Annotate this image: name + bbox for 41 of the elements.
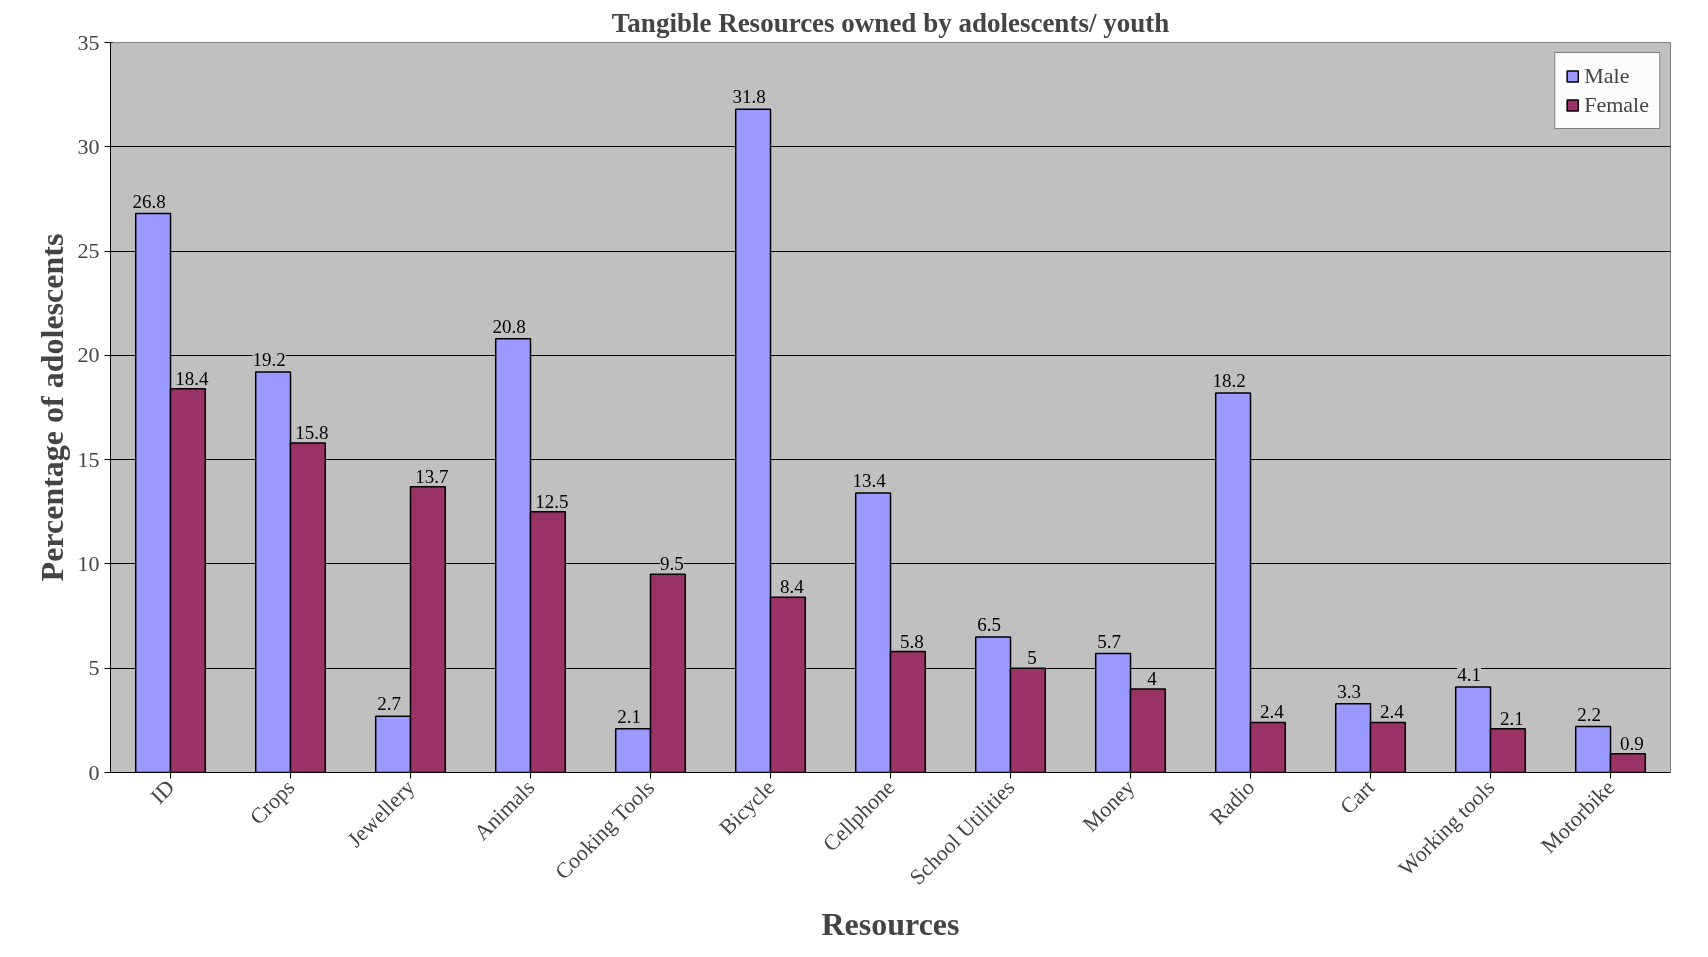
data-label: 6.5 [977, 613, 1001, 635]
data-label: 9.5 [660, 553, 684, 575]
data-label: 3.3 [1337, 680, 1361, 702]
data-label: 15.8 [295, 421, 329, 443]
y-tick-label: 10 [77, 550, 100, 576]
data-label: 5 [1027, 647, 1037, 669]
data-label: 20.8 [492, 315, 526, 337]
data-label: 2.7 [377, 693, 401, 715]
data-label: 2.1 [1500, 707, 1524, 729]
y-axis-title: Percentage of adolescents [33, 233, 70, 582]
legend-label: Male [1584, 63, 1630, 89]
y-tick-label: 0 [88, 759, 100, 785]
y-tick-label: 20 [77, 342, 100, 368]
chart-title: Tangible Resources owned by adolescents/ youth [611, 7, 1170, 38]
data-label: 26.8 [132, 190, 166, 212]
data-label: 5.7 [1097, 630, 1121, 652]
x-axis-title: Resources [821, 906, 960, 943]
data-label: 19.2 [252, 349, 286, 371]
data-label: 2.4 [1380, 701, 1405, 723]
legend-label: Female [1584, 92, 1649, 118]
data-label: 13.7 [415, 465, 449, 487]
data-label: 4 [1147, 668, 1158, 690]
x-tick-label: Cart [1334, 774, 1380, 820]
data-label: 2.1 [617, 705, 641, 727]
y-tick-label: 30 [77, 133, 100, 159]
data-label: 2.2 [1577, 703, 1601, 725]
y-tick-label: 15 [77, 446, 100, 472]
y-tick-label: 35 [77, 29, 100, 55]
data-label: 13.4 [852, 470, 887, 492]
data-label: 31.8 [732, 86, 766, 108]
data-label: 12.5 [535, 490, 569, 512]
data-label: 5.8 [900, 630, 924, 652]
data-label: 18.2 [1212, 369, 1246, 391]
x-tick-label: ID [145, 774, 180, 809]
data-label: 18.4 [175, 367, 210, 389]
data-label: 8.4 [780, 576, 805, 598]
data-label: 2.4 [1260, 701, 1285, 723]
data-label: 0.9 [1620, 732, 1644, 754]
y-tick-label: 25 [77, 238, 100, 264]
y-tick-label: 5 [88, 655, 100, 681]
data-label: 4.1 [1457, 663, 1481, 685]
